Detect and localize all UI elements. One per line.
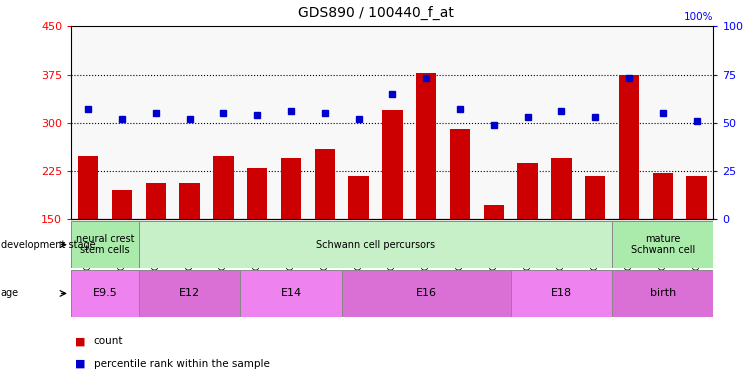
Text: E16: E16 xyxy=(416,288,436,298)
Text: birth: birth xyxy=(650,288,676,298)
Bar xyxy=(71,221,139,268)
Bar xyxy=(348,176,369,219)
Text: percentile rank within the sample: percentile rank within the sample xyxy=(94,359,270,369)
Bar xyxy=(71,270,139,317)
Text: Schwann cell percursors: Schwann cell percursors xyxy=(316,240,435,250)
Text: mature
Schwann cell: mature Schwann cell xyxy=(631,234,695,255)
Bar xyxy=(585,176,605,219)
Bar xyxy=(653,173,673,219)
Text: age: age xyxy=(1,288,19,298)
Bar xyxy=(612,270,713,317)
Bar xyxy=(686,176,707,219)
Bar xyxy=(213,156,234,219)
Bar xyxy=(612,221,713,268)
Bar xyxy=(517,163,538,219)
Bar xyxy=(551,158,572,219)
Bar xyxy=(619,75,639,219)
Bar xyxy=(450,129,470,219)
Text: neural crest
stem cells: neural crest stem cells xyxy=(76,234,134,255)
Bar xyxy=(511,270,612,317)
Bar xyxy=(342,270,511,317)
Bar xyxy=(484,205,504,219)
Text: E12: E12 xyxy=(179,288,201,298)
Bar xyxy=(416,73,436,219)
Text: ■: ■ xyxy=(75,336,86,346)
Text: development stage: development stage xyxy=(1,240,95,250)
Bar xyxy=(281,158,301,219)
Bar xyxy=(179,183,200,219)
Text: E14: E14 xyxy=(280,288,302,298)
Bar xyxy=(78,156,98,219)
Text: ■: ■ xyxy=(75,359,86,369)
Text: E18: E18 xyxy=(550,288,572,298)
Bar xyxy=(146,183,166,219)
Bar xyxy=(247,168,267,219)
Text: 100%: 100% xyxy=(684,12,713,22)
Text: count: count xyxy=(94,336,123,346)
Bar xyxy=(139,221,612,268)
Text: E9.5: E9.5 xyxy=(93,288,117,298)
Bar xyxy=(240,270,342,317)
Bar xyxy=(382,110,403,219)
Bar xyxy=(315,148,335,219)
Text: GDS890 / 100440_f_at: GDS890 / 100440_f_at xyxy=(297,6,454,20)
Bar xyxy=(112,190,132,219)
Bar xyxy=(139,270,240,317)
